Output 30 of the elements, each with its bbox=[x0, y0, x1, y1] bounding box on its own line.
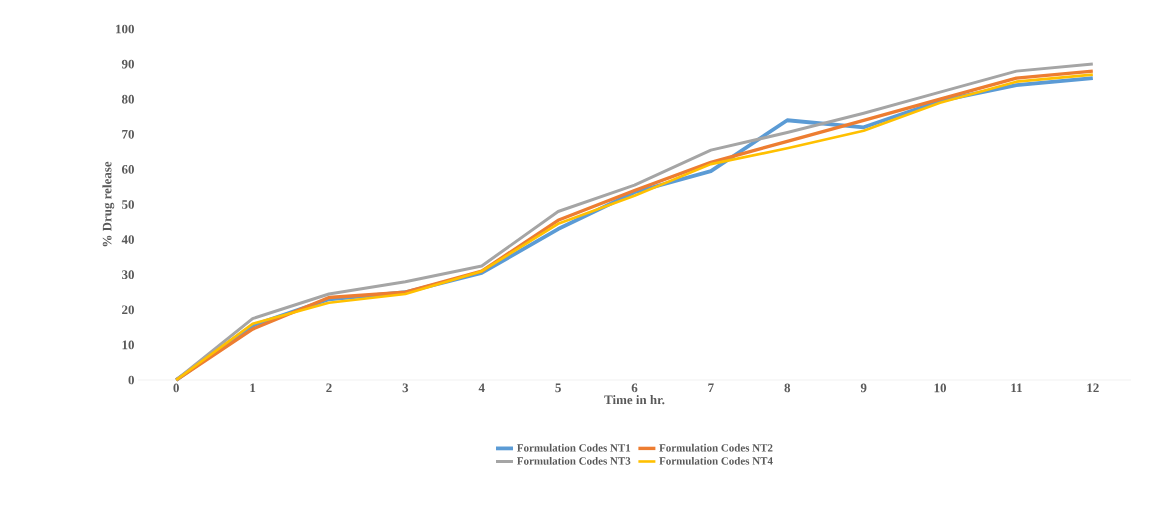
legend-label: Formulation Codes NT3 bbox=[517, 456, 631, 465]
x-tick-label: 10 bbox=[934, 383, 947, 393]
y-axis-title: % Drug release bbox=[102, 161, 115, 247]
x-tick-label: 4 bbox=[478, 383, 485, 393]
y-tick-label: 0 bbox=[128, 375, 134, 385]
x-tick-label: 7 bbox=[708, 383, 714, 392]
y-tick-label: 90 bbox=[121, 59, 134, 69]
y-tick-label: 60 bbox=[121, 165, 134, 174]
y-tick-label: 20 bbox=[122, 305, 134, 315]
legend-label: Formulation Codes NT4 bbox=[659, 456, 773, 465]
y-tick-label: 40 bbox=[121, 235, 134, 244]
x-tick-label: 0 bbox=[173, 383, 179, 393]
legend-label: Formulation Codes NT2 bbox=[659, 443, 773, 452]
x-tick-label: 9 bbox=[860, 383, 867, 393]
x-tick-label: 1 bbox=[250, 383, 256, 393]
x-tick-label: 12 bbox=[1087, 383, 1099, 393]
x-axis-title: Time in hr. bbox=[604, 395, 665, 405]
x-tick-label: 11 bbox=[1011, 383, 1022, 393]
y-tick-label: 70 bbox=[122, 129, 134, 139]
x-tick-label: 5 bbox=[555, 383, 561, 393]
x-tick-label: 3 bbox=[402, 383, 409, 393]
y-tick-label: 80 bbox=[121, 94, 134, 104]
y-tick-label: 30 bbox=[122, 270, 134, 280]
x-tick-label: 8 bbox=[784, 383, 791, 393]
x-tick-label: 6 bbox=[631, 383, 638, 393]
y-tick-label: 100 bbox=[116, 24, 134, 34]
legend-label: Formulation Codes NT1 bbox=[517, 443, 631, 452]
y-tick-label: 10 bbox=[122, 340, 134, 350]
x-tick-label: 2 bbox=[326, 383, 332, 393]
y-tick-label: 50 bbox=[122, 200, 134, 209]
